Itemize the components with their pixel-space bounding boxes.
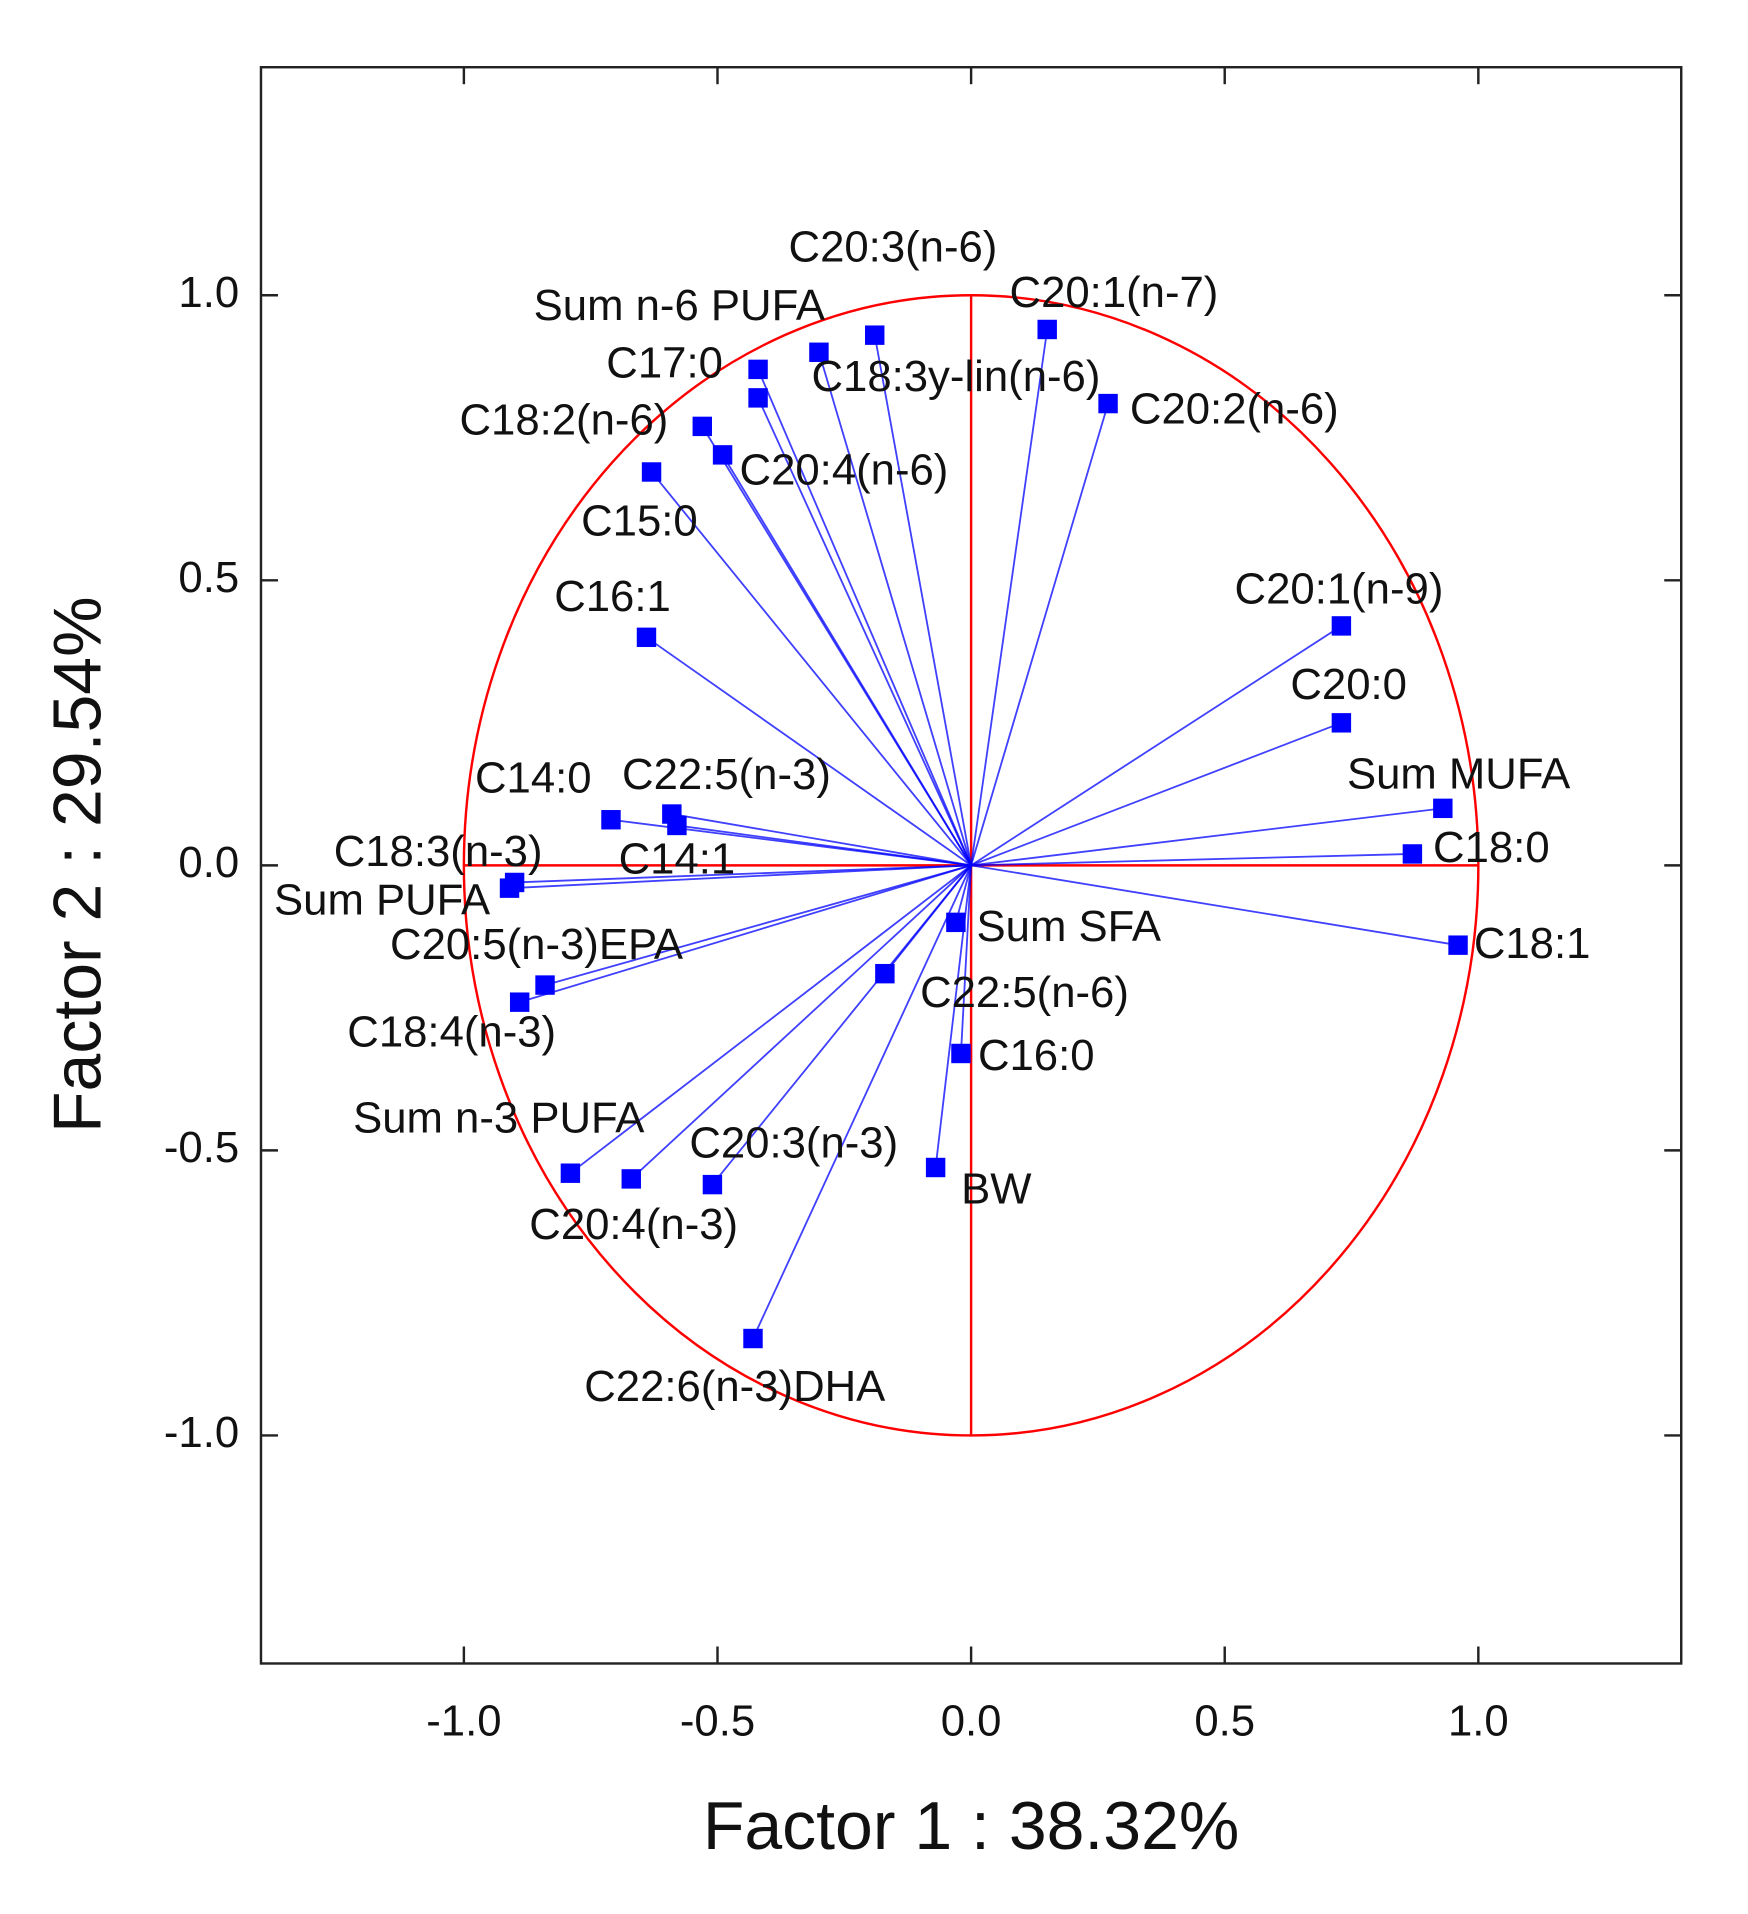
loading-vector [971,807,1443,867]
y-axis-title: Factor 2 : 29.54% [39,597,115,1133]
point [748,359,768,380]
point-label: C22:5(n-3) [622,750,831,799]
loading-vector [971,853,1413,867]
loading-vector [970,625,1342,867]
x-tick-label: 0.5 [1194,1697,1255,1746]
point [560,1163,581,1183]
loading-vector [569,864,972,1174]
point [499,878,520,898]
loading-vector [676,824,972,867]
point-label: C18:3y-lin(n-6) [811,352,1100,401]
point-label: C15:0 [581,497,698,546]
point [743,1328,763,1349]
loading-vector [645,636,972,867]
point-label: C22:5(n-6) [920,968,1129,1017]
loading-vector [970,864,1459,947]
point [1433,798,1453,819]
point-label: C20:3(n-6) [789,223,998,272]
point-label: Sum n-6 PUFA [534,281,826,330]
point-label: C17:0 [606,338,723,387]
point-label: Sum MUFA [1347,749,1571,798]
y-tick-label: 0.0 [178,838,239,887]
y-tick-label: -0.5 [164,1123,239,1172]
loading-vector [970,721,1342,867]
loading-vector [752,864,972,1339]
point-label: C18:4(n-3) [347,1007,556,1056]
loading-vector [970,403,1109,866]
y-tick-label: -1.0 [164,1408,239,1457]
point [667,815,687,836]
point-label: C18:3(n-3) [334,827,543,876]
point-label: Sum SFA [977,902,1162,951]
point [748,388,768,408]
point-label: C16:1 [554,572,671,621]
point-label: C20:4(n-6) [740,446,949,495]
point [535,975,555,995]
point-label: Sum n-3 PUFA [353,1094,645,1143]
point-label: C18:0 [1433,823,1550,872]
point-label: Sum PUFA [274,875,491,924]
point-label: C20:0 [1290,660,1407,709]
point-label: C20:4(n-3) [529,1200,738,1249]
point-label: C14:1 [619,834,736,883]
point [1331,616,1352,636]
point [1402,844,1423,864]
loading-vector [757,397,972,866]
point [946,912,966,933]
x-tick-label: 1.0 [1448,1697,1509,1746]
point [621,1169,641,1189]
point [702,1174,723,1195]
point [1037,319,1057,340]
point-label: C20:1(n-7) [1010,268,1219,317]
point-label: C22:6(n-3)DHA [584,1362,886,1411]
loading-vector [544,864,972,986]
loading-vector [721,454,972,866]
point [809,342,829,362]
point [636,627,657,648]
point [601,810,621,830]
point-label: BW [961,1164,1032,1213]
point [1098,393,1118,414]
point [875,963,895,984]
point [865,325,885,345]
x-tick-label: 0.0 [941,1697,1002,1746]
point [925,1157,946,1178]
loading-vector [970,329,1049,866]
loading-vector [873,335,973,866]
point [641,462,662,482]
loading-vector [650,471,972,866]
point-label: C20:2(n-6) [1130,385,1339,434]
y-tick-label: 1.0 [178,268,239,317]
x-tick-label: -1.0 [426,1697,501,1746]
loading-vector [671,813,972,867]
point-label: C20:3(n-3) [689,1118,898,1167]
loading-vector [757,369,972,866]
y-tick-label: 0.5 [178,553,239,602]
point [712,445,733,465]
point [1448,935,1468,955]
point-label: C16:0 [978,1031,1095,1080]
loading-vector [711,864,972,1186]
point-label: C18:1 [1474,919,1591,968]
point-label: C14:0 [475,753,592,802]
x-tick-label: -0.5 [680,1697,755,1746]
point-label: C20:5(n-3)EPA [390,920,684,969]
point [951,1043,971,1064]
point-label: C18:2(n-6) [459,395,668,444]
loading-vector [509,864,972,890]
point [1331,713,1352,733]
loading-vector [960,865,973,1054]
x-axis-title: Factor 1 : 38.32% [703,1788,1239,1864]
point [692,416,712,437]
loading-vector [630,864,972,1180]
loading-vector [818,352,972,866]
point-label: C20:1(n-9) [1235,564,1444,613]
point [509,992,530,1012]
loading-vector [519,864,972,1004]
